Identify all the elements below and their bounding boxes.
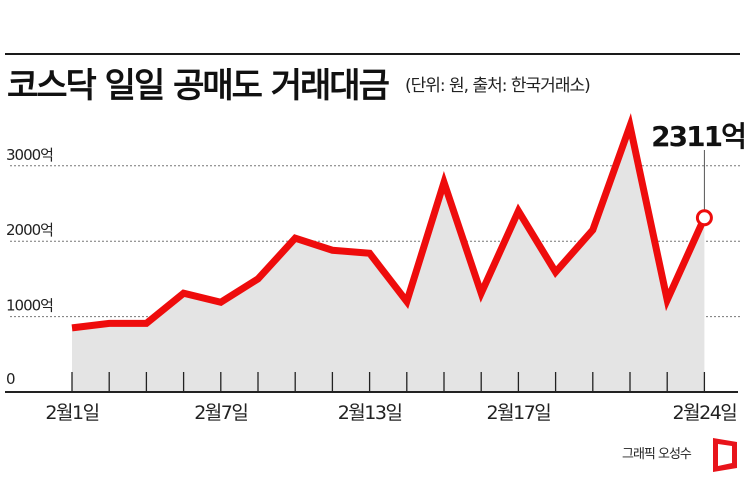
x-tick-label: 2월7일 xyxy=(194,402,247,424)
x-axis-labels: 2월1일 2월7일 2월13일 2월17일 2월24일 xyxy=(45,402,737,424)
graphic-credit: 그래픽 오성수 xyxy=(622,447,692,462)
publisher-logo-icon xyxy=(713,438,737,472)
y-tick-label: 2000억 xyxy=(6,221,53,239)
top-rule xyxy=(5,53,740,55)
y-tick-label: 1000억 xyxy=(6,297,53,315)
x-tick-label: 2월1일 xyxy=(45,402,98,424)
x-tick-label: 2월24일 xyxy=(673,402,737,424)
x-tick-label: 2월17일 xyxy=(487,402,551,424)
chart-subtitle: (단위: 원, 출처: 한국거래소) xyxy=(405,76,591,96)
y-tick-label: 0 xyxy=(6,370,15,388)
y-tick-label: 3000억 xyxy=(6,146,53,164)
data-line xyxy=(71,113,708,332)
x-axis-ticks xyxy=(71,372,706,392)
chart-title: 코스닥 일일 공매도 거래대금 xyxy=(7,66,390,106)
x-tick-label: 2월13일 xyxy=(338,402,402,424)
y-axis-labels: 0 1000억 2000억 3000억 xyxy=(6,146,54,388)
callout-value-label: 2311억 xyxy=(651,120,745,153)
last-point-marker xyxy=(695,209,713,227)
area-fill xyxy=(72,125,705,392)
